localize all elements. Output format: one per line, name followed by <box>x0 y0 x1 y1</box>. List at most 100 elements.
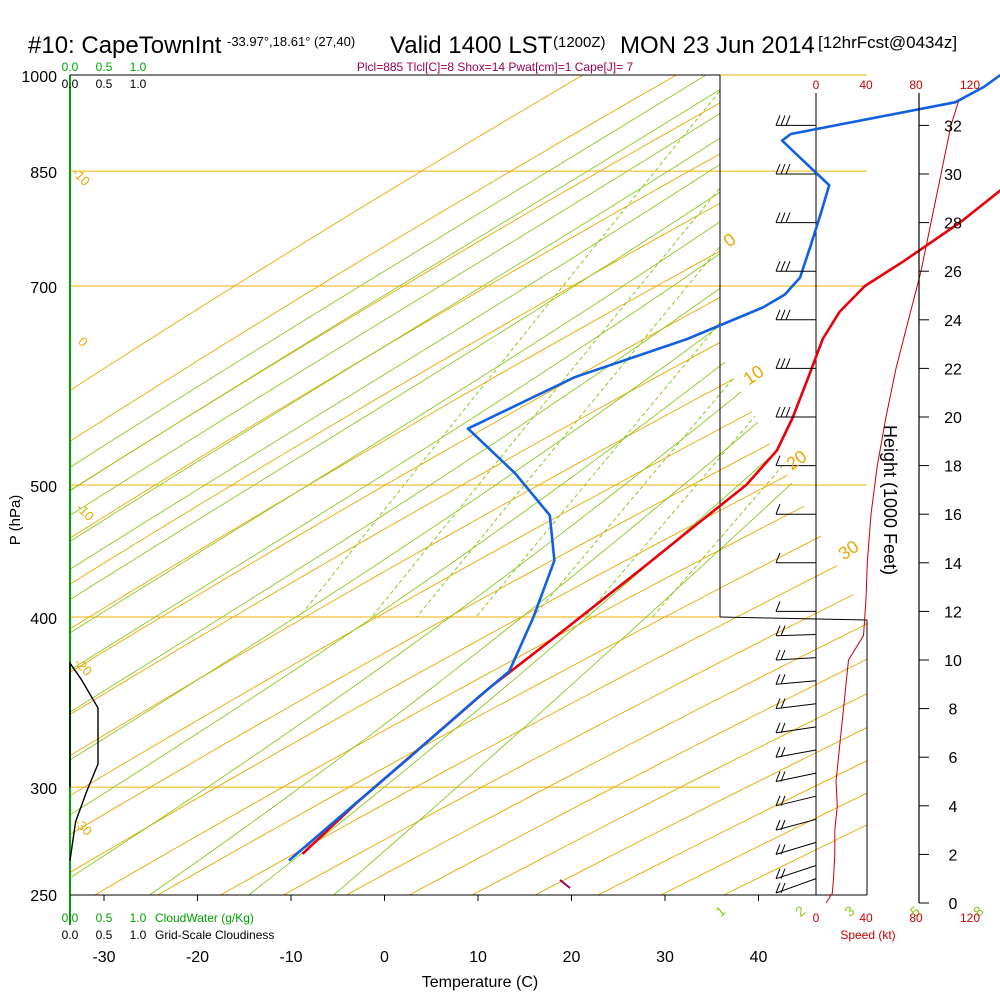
speed-tick-top: 40 <box>859 78 873 92</box>
dry-adiabat-label: -10 <box>69 165 93 189</box>
wind-barb-feather <box>780 358 786 369</box>
pressure-tick-label: 400 <box>30 611 57 628</box>
wind-barb-shaft <box>775 680 817 685</box>
mixing-ratio-line <box>299 75 734 618</box>
diagonal-boundary-line <box>719 616 868 621</box>
cloudiness-scale-bottom: 0.0 <box>62 928 79 942</box>
wind-barb-feather <box>785 261 791 272</box>
wind-barb-feather <box>775 552 781 563</box>
wind-barb <box>775 358 816 369</box>
cloudiness-line <box>69 660 99 861</box>
wind-barb-feather <box>775 819 781 831</box>
moist-adiabat-line <box>70 75 744 895</box>
height-tick-label: 20 <box>944 410 962 427</box>
cloud-water-scale-top: 1.0 <box>130 60 147 74</box>
pressure-tick-label: 850 <box>30 165 57 182</box>
wind-barb-shaft <box>775 865 817 880</box>
wind-barb-feather <box>775 868 781 879</box>
wind-barb-feather <box>780 649 786 661</box>
wind-barb-feather <box>780 674 786 685</box>
height-tick-label: 24 <box>944 313 962 330</box>
wind-barb <box>775 747 817 758</box>
mixing-ratio-label: 1 <box>712 902 728 919</box>
moist-adiabat-line <box>248 75 867 895</box>
wind-barb-feather <box>775 504 781 515</box>
speed-axis-label: Speed (kt) <box>840 928 895 942</box>
wind-barb <box>775 163 816 175</box>
wind-barb-feather <box>785 212 791 223</box>
dry-adiabat-line <box>346 75 867 895</box>
wind-barb-feather <box>780 261 786 272</box>
height-tick-label: 16 <box>944 507 962 524</box>
title-zulu: (1200Z) <box>553 34 606 51</box>
wind-barb <box>775 771 817 782</box>
mixing-ratio-line <box>584 75 867 618</box>
pressure-axis-title: P (hPa) <box>7 495 24 546</box>
dry-adiabat-label: -20 <box>71 655 95 679</box>
wind-barb-feather <box>780 698 786 709</box>
wind-barb-feather <box>780 163 786 175</box>
cloudiness-scale-bottom: 1.0 <box>130 928 147 942</box>
wind-barb <box>775 309 816 321</box>
wind-barb-shaft <box>775 772 817 782</box>
title-fcst: [12hrFcst@0434z] <box>818 33 957 52</box>
dewpoint-line <box>288 73 1000 862</box>
mixing-ratio-label: 2 <box>792 902 808 919</box>
wind-barb <box>775 649 817 661</box>
moist-adiabat-line <box>70 75 781 895</box>
mixing-ratio-line <box>416 75 863 618</box>
wind-barb <box>775 795 817 807</box>
wind-barb-feather <box>785 309 791 320</box>
dry-adiabat-label: 20 <box>783 446 811 474</box>
cloudiness-scale-top: 1.0 <box>130 77 147 91</box>
temperature-axis-title: Temperature (C) <box>422 974 538 991</box>
wind-barb-feather <box>780 309 786 320</box>
cloudiness-scale-bottom: 0.5 <box>96 928 113 942</box>
x-tick-label: -20 <box>186 949 209 966</box>
speed-tick-top: 80 <box>909 78 923 92</box>
data-series <box>288 73 1000 889</box>
height-tick-label: 26 <box>944 264 962 281</box>
cloud-water-scale-bottom: 0.5 <box>96 911 113 925</box>
wind-barb <box>775 841 817 855</box>
wind-barb-feather <box>775 309 781 320</box>
wind-barb-feather <box>775 455 781 466</box>
wind-barb-shaft <box>775 749 817 758</box>
height-tick-label: 32 <box>944 118 962 135</box>
wind-barb-feather <box>780 115 786 126</box>
wind-barb-feather <box>785 358 791 369</box>
dry-adiabat-label: 0 <box>75 334 91 350</box>
wind-barb-feather <box>775 795 781 806</box>
wind-barb <box>775 212 816 224</box>
speed-tick-bottom: 80 <box>909 911 923 925</box>
wind-barb-shaft <box>775 841 817 855</box>
cloudiness-scale-top: 0.5 <box>96 77 113 91</box>
wind-barb-feather <box>775 601 781 612</box>
wind-barb-feather <box>780 819 786 831</box>
wind-barb <box>775 878 817 894</box>
wind-barb-feather <box>775 844 781 855</box>
height-tick-label: 0 <box>949 896 958 913</box>
height-tick-label: 12 <box>944 604 962 621</box>
dry-adiabat-line <box>70 75 867 895</box>
mixing-ratio-line <box>652 75 867 618</box>
title-station: #10: CapeTownInt <box>28 32 222 59</box>
dry-adiabat-line <box>70 75 867 895</box>
pressure-tick-label: 500 <box>30 479 57 496</box>
parcel-marker <box>559 879 571 889</box>
wind-barb <box>775 504 816 515</box>
wind-barbs <box>775 115 817 894</box>
x-tick-label: 30 <box>656 949 674 966</box>
wind-barb-feather <box>775 212 781 223</box>
mixing-ratio-label: 3 <box>841 902 857 919</box>
dry-adiabat-label: 30 <box>835 536 863 564</box>
speed-tick-top: 0 <box>813 78 820 92</box>
moist-adiabat-line <box>70 75 867 895</box>
wind-barb <box>775 601 816 612</box>
dry-adiabat-line <box>157 75 867 895</box>
height-tick-label: 4 <box>949 799 958 816</box>
wind-barb-feather <box>775 722 781 734</box>
wind-barb-feather <box>780 406 786 418</box>
wind-barb-feather <box>775 674 781 685</box>
